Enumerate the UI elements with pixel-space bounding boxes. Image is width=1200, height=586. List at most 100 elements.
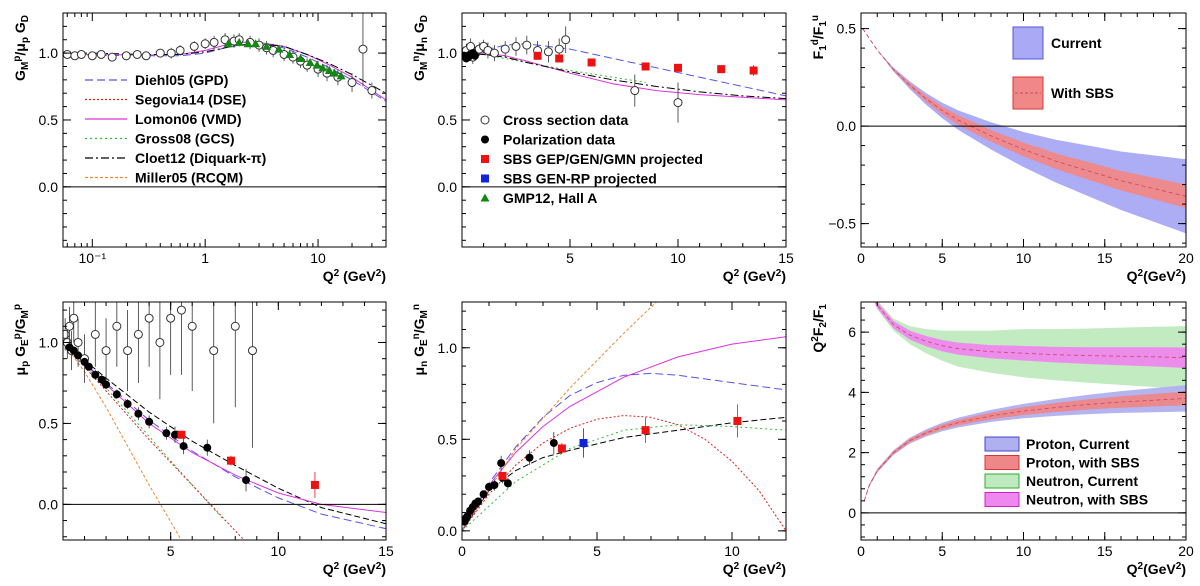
legend-label: SBS GEP/GEN/GMN projected — [503, 151, 703, 167]
data-point — [63, 49, 72, 59]
legend-label: Diehl05 (GPD) — [135, 72, 228, 88]
data-point — [187, 321, 197, 331]
legend-swatch — [984, 436, 1020, 452]
y-axis-label: μp GEp/GMp — [12, 304, 31, 375]
plot-frame — [62, 12, 387, 248]
data-point — [144, 313, 154, 323]
data-point — [481, 155, 489, 163]
data-point — [674, 63, 682, 72]
legend-flavor-f1: Current With SBS — [1012, 26, 1114, 110]
y-tick-label: 0.5 — [438, 112, 458, 128]
y-tick-label: 1.0 — [39, 334, 59, 350]
legend-label: Proton, Current — [1026, 436, 1130, 452]
curve-lomon06-vmd- — [462, 336, 786, 532]
legend-label: Cross section data — [503, 112, 628, 128]
data-point — [500, 44, 510, 54]
plot-area-f2-over-f1 — [863, 302, 1186, 502]
label-part: G — [12, 22, 28, 37]
label-part: F — [810, 50, 826, 59]
label-part: 2 — [734, 268, 740, 279]
data-point — [176, 305, 186, 315]
x-tick-label: 10 — [670, 250, 686, 266]
data-point — [673, 98, 683, 108]
curve-diehl05-gpd- — [462, 372, 786, 532]
plot-area-gmn — [462, 26, 786, 123]
data-point — [312, 60, 322, 69]
x-axis-label: Q2 (GeV2) — [723, 561, 786, 577]
y-axis-label: Q2F2/F1 — [810, 304, 829, 353]
data-point — [587, 58, 596, 67]
data-point — [73, 337, 83, 347]
label-part: F — [810, 327, 826, 336]
label-part: p — [20, 361, 31, 367]
legend-gmp: Diehl05 (GPD) Segovia14 (DSE) Lomon06 (VMD… — [85, 72, 266, 186]
curve-gross08-gcs- — [462, 424, 786, 532]
label-part: M — [20, 310, 31, 318]
label-part: G — [12, 346, 28, 361]
data-point — [76, 49, 86, 59]
y-axis-label: μn GEn/GMn — [411, 304, 430, 375]
label-part: E — [20, 339, 31, 346]
data-point — [497, 459, 506, 468]
data-point — [549, 438, 558, 447]
legend-label: Neutron, Current — [1026, 473, 1138, 489]
legend-label: Lomon06 (VMD) — [135, 111, 242, 127]
data-point — [717, 65, 726, 74]
data-point — [305, 57, 315, 66]
x-tick-label: 10 — [310, 250, 326, 266]
band-neutron-with-sbs — [874, 302, 1186, 368]
legend-label: GMP12, Hall A — [503, 190, 597, 206]
label-part: (GeV — [1143, 561, 1176, 577]
data-point — [310, 480, 319, 489]
y-axis-label: GMn/μn GD — [411, 15, 430, 81]
plot-area-gmp — [63, 13, 386, 102]
y-tick-label: 2 — [848, 445, 856, 461]
plot-frame — [461, 12, 787, 248]
data-point — [554, 44, 564, 54]
curve-miller05-rcqm- — [462, 302, 657, 532]
label-part: 1 — [818, 45, 829, 51]
data-point — [630, 86, 640, 96]
x-tick-label: 1 — [201, 250, 209, 266]
label-part: 2 — [776, 561, 782, 572]
label-part: (GeV — [739, 268, 776, 284]
label-part: 1 — [818, 21, 829, 27]
label-part: d — [810, 39, 821, 45]
y-axis-label: GMp/μp GD — [12, 15, 31, 81]
y-tick-label: 0.5 — [39, 112, 59, 128]
legend-swatch — [1012, 26, 1044, 60]
label-part: p — [12, 56, 23, 62]
data-point — [481, 174, 489, 183]
data-point — [155, 48, 165, 58]
band-proton-with-sbs — [864, 391, 1186, 502]
plot-frame — [62, 301, 387, 541]
label-part: G — [411, 70, 427, 81]
data-point — [480, 115, 490, 125]
data-point — [234, 37, 244, 46]
data-point — [733, 417, 742, 425]
data-point — [230, 321, 240, 331]
y-tick-label: 0.0 — [39, 496, 59, 512]
label-part: Q — [323, 268, 334, 284]
data-point — [336, 71, 346, 80]
data-point — [251, 39, 261, 48]
y-tick-label: 4 — [848, 384, 856, 400]
legend-label: Segovia14 (DSE) — [135, 92, 246, 108]
data-point — [561, 35, 571, 45]
y-tick-label: 0 — [848, 505, 856, 521]
data-point — [533, 51, 542, 60]
x-axis-label: Q2(GeV2) — [1127, 268, 1186, 284]
y-tick-label: 1.0 — [39, 45, 59, 61]
data-point — [123, 346, 133, 356]
data-point — [247, 346, 257, 356]
data-point — [170, 430, 179, 439]
curve-segovia14-dse- — [462, 414, 786, 532]
legend-label: Miller05 (RCQM) — [135, 170, 243, 186]
data-point — [226, 456, 235, 465]
y-tick-label: 0.5 — [837, 21, 857, 37]
label-part: Q — [323, 561, 334, 577]
